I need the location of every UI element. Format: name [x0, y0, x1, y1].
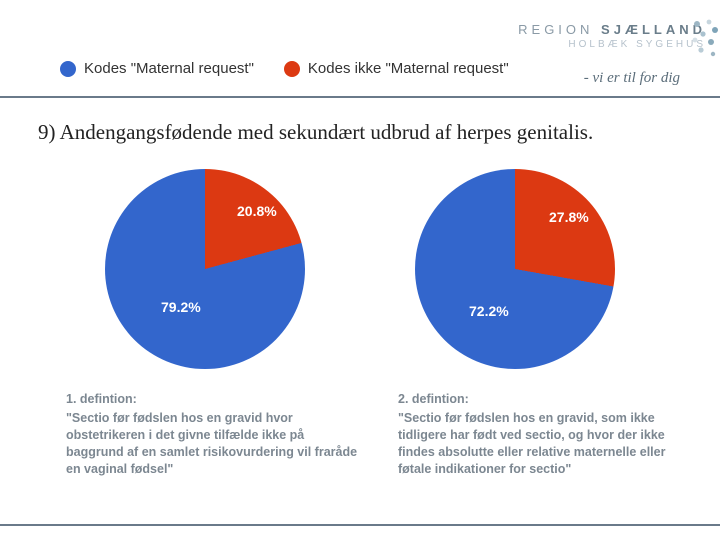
legend-dot-0	[60, 61, 76, 77]
pie-chart-0: 20.8% 79.2%	[105, 169, 305, 369]
definition-0-title: 1. defintion:	[66, 391, 358, 408]
brand-line1: REGION SJÆLLAND	[518, 22, 706, 37]
legend: Kodes "Maternal request" Kodes ikke "Mat…	[60, 60, 509, 77]
legend-item-0: Kodes "Maternal request"	[60, 60, 254, 77]
brand-dots-icon	[689, 18, 720, 64]
definition-1-body: "Sectio før fødslen hos en gravid, som i…	[398, 410, 690, 478]
pie-1-label-red: 27.8%	[549, 209, 589, 225]
page: Kodes "Maternal request" Kodes ikke "Mat…	[0, 0, 720, 540]
legend-label-1: Kodes ikke "Maternal request"	[308, 60, 509, 77]
page-title: 9) Andengangsfødende med sekundært udbru…	[38, 120, 720, 145]
definitions-row: 1. defintion: "Sectio før fødslen hos en…	[66, 391, 720, 477]
brand-tagline: - vi er til for dig	[584, 70, 680, 87]
pie-1	[415, 169, 615, 369]
definition-1: 2. defintion: "Sectio før fødslen hos en…	[398, 391, 690, 477]
pie-chart-1: 27.8% 72.2%	[415, 169, 615, 369]
footer-divider	[0, 524, 720, 526]
brand-prefix: REGION	[518, 22, 601, 37]
header: Kodes "Maternal request" Kodes ikke "Mat…	[0, 0, 720, 98]
pie-0-label-blue: 79.2%	[161, 299, 201, 315]
legend-label-0: Kodes "Maternal request"	[84, 60, 254, 77]
definition-1-title: 2. defintion:	[398, 391, 690, 408]
legend-item-1: Kodes ikke "Maternal request"	[284, 60, 509, 77]
pie-0-label-red: 20.8%	[237, 203, 277, 219]
pie-0	[105, 169, 305, 369]
brand-block: REGION SJÆLLAND HOLBÆK SYGEHUS	[518, 22, 706, 50]
charts-row: 20.8% 79.2% 27.8% 72.2%	[0, 169, 720, 369]
definition-0-body: "Sectio før fødslen hos en gravid hvor o…	[66, 410, 358, 478]
definition-0: 1. defintion: "Sectio før fødslen hos en…	[66, 391, 358, 477]
pie-1-label-blue: 72.2%	[469, 303, 509, 319]
legend-dot-1	[284, 61, 300, 77]
brand-line2: HOLBÆK SYGEHUS	[518, 39, 706, 50]
